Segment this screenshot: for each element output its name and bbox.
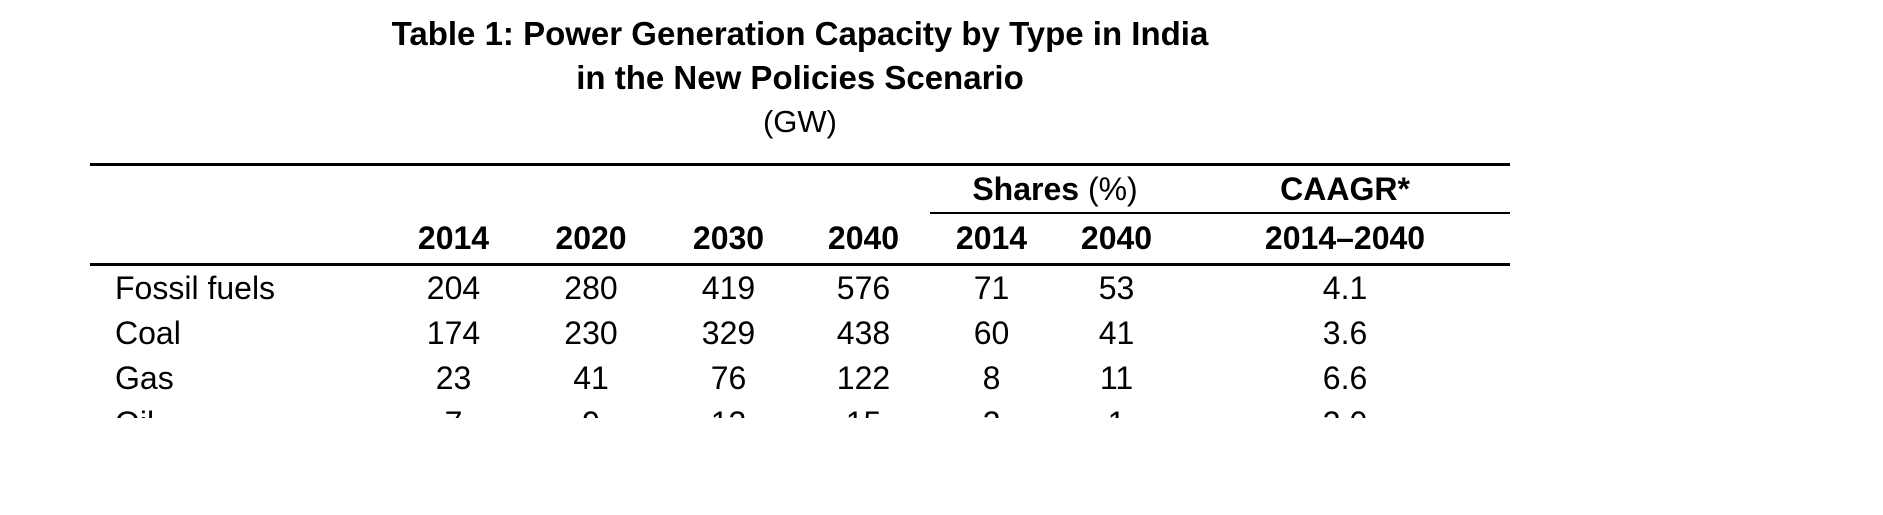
shares-group-unit: (%) — [1087, 170, 1138, 207]
capacity-2040: 15 — [797, 401, 930, 418]
table-unit-label: (GW) — [762, 104, 838, 139]
share-2040: 53 — [1098, 270, 1135, 306]
capacity-2030: 419 — [701, 270, 756, 306]
group-header-row: Shares (%) CAAGR* — [90, 164, 1510, 214]
share-2040: 11 — [1099, 360, 1134, 396]
table-row-coal: Coal 174 230 329 438 60 41 3.6 — [90, 311, 1510, 356]
caagr-group-header: CAAGR* — [1180, 164, 1510, 214]
share-2014: 8 — [982, 360, 1001, 396]
capacity-2030: 13 — [660, 401, 797, 418]
shares-group-label: Shares — [972, 170, 1080, 207]
caagr-value: 3.0 — [1180, 401, 1510, 418]
capacity-2014: 204 — [426, 270, 481, 306]
year-header-2030: 2030 — [660, 213, 797, 266]
share-2014: 71 — [973, 270, 1010, 306]
table-title: Table 1: Power Generation Capacity by Ty… — [90, 0, 1510, 144]
capacity-2040: 122 — [836, 360, 891, 396]
capacity-2030: 76 — [710, 360, 747, 396]
caagr-range-header: 2014–2040 — [1180, 213, 1510, 266]
share-2040: 41 — [1098, 315, 1135, 351]
row-label: Fossil fuels — [115, 270, 276, 306]
group-header-spacer — [90, 165, 930, 214]
capacity-2030: 329 — [701, 315, 756, 351]
shares-year-header-2040: 2040 — [1053, 213, 1181, 266]
caagr-value: 6.6 — [1322, 360, 1368, 396]
year-header-2040: 2040 — [797, 213, 930, 266]
year-header-2014: 2014 — [385, 213, 522, 266]
year-header-row: 2014 2020 2030 2040 2014 2040 2014–2040 — [90, 213, 1510, 266]
table-row-gas: Gas 23 41 76 122 8 11 6.6 — [90, 356, 1510, 401]
capacity-2014: 7 — [385, 401, 522, 418]
capacity-2040: 438 — [836, 315, 891, 351]
year-header-2020: 2020 — [522, 213, 660, 266]
table-title-line1: Table 1: Power Generation Capacity by Ty… — [391, 15, 1209, 52]
table-row-fossil-fuels: Fossil fuels 204 280 419 576 71 53 4.1 — [90, 265, 1510, 312]
share-2040: 1 — [1053, 401, 1180, 418]
table-title-line2: in the New Policies Scenario — [576, 59, 1024, 96]
power-generation-capacity-table: Shares (%) CAAGR* 2014 2020 2030 2040 20… — [90, 163, 1510, 418]
capacity-2040: 576 — [836, 270, 891, 306]
shares-group-header: Shares (%) — [930, 164, 1181, 214]
share-2014: 2 — [930, 401, 1053, 418]
caagr-value: 4.1 — [1322, 270, 1368, 306]
capacity-2014: 23 — [435, 360, 472, 396]
capacity-2014: 174 — [426, 315, 481, 351]
row-label: Oil — [90, 401, 385, 418]
table-figure: Table 1: Power Generation Capacity by Ty… — [90, 0, 1510, 418]
capacity-2020: 9 — [522, 401, 660, 418]
capacity-2020: 230 — [564, 315, 618, 351]
year-header-spacer — [90, 213, 385, 266]
row-label: Gas — [115, 360, 174, 396]
capacity-2020: 41 — [573, 360, 609, 396]
share-2014: 60 — [973, 315, 1010, 351]
table-row-clipped: Oil 7 9 13 15 2 1 3.0 — [90, 401, 1510, 418]
shares-year-header-2014: 2014 — [930, 213, 1053, 266]
row-label: Coal — [115, 315, 181, 351]
capacity-2020: 280 — [564, 270, 618, 306]
caagr-value: 3.6 — [1322, 315, 1368, 351]
